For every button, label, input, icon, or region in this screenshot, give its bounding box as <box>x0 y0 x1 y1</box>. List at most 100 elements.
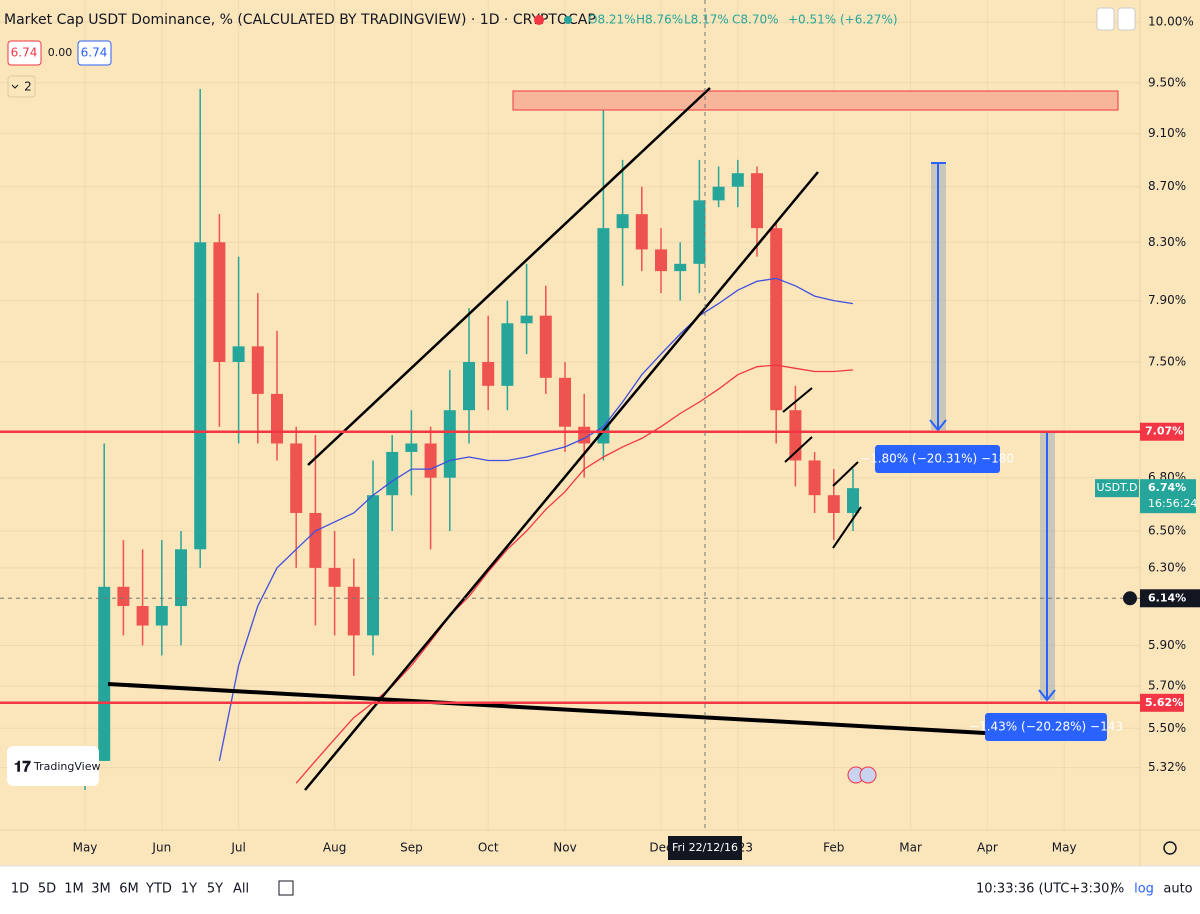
candle-body <box>98 586 111 761</box>
candle-body <box>789 410 802 461</box>
countdown: 16:56:24 <box>1148 497 1197 510</box>
bottom-toolbar <box>0 866 1200 914</box>
candle-body <box>808 460 821 496</box>
buy-price[interactable]: 6.74 <box>81 46 108 60</box>
channel-line <box>782 387 813 413</box>
candle-body <box>501 323 514 386</box>
x-tick-label: Mar <box>899 841 922 855</box>
toolbar-button[interactable] <box>1096 7 1115 31</box>
crosshair-price: 6.14% <box>1148 591 1186 604</box>
x-tick-label: Feb <box>823 841 844 855</box>
x-tick-label: Sep <box>400 841 423 855</box>
range-button[interactable]: YTD <box>145 882 172 897</box>
buy-button[interactable] <box>77 40 112 66</box>
indicator-toggle[interactable] <box>7 75 36 98</box>
candle-body <box>405 443 418 452</box>
x-tick-label: Nov <box>553 841 576 855</box>
candle-body <box>347 586 360 636</box>
candle-body <box>463 361 475 411</box>
measure-label <box>875 445 1000 473</box>
symbol-badge <box>1095 479 1139 498</box>
range-button[interactable]: 1M <box>64 882 84 897</box>
spread: 0.00 <box>48 46 73 59</box>
crosshair-plus[interactable] <box>1123 591 1137 606</box>
sell-button[interactable] <box>7 40 42 66</box>
ohlc-low: L8.17% <box>684 13 729 27</box>
range-button[interactable]: 3M <box>91 882 111 897</box>
grid: 10.00%9.50%9.10%8.70%8.30%7.90%7.50%6.80… <box>0 0 1194 855</box>
level-label: 5.62% <box>1145 696 1183 709</box>
candle-body <box>367 495 379 636</box>
candle-body <box>309 512 322 568</box>
trend-line <box>307 87 711 466</box>
candle-body <box>655 249 667 272</box>
range-button[interactable]: 5Y <box>207 882 223 897</box>
range-button[interactable]: 6M <box>119 882 139 897</box>
y-tick-label: 8.70% <box>1148 179 1186 193</box>
x-tick-label: Jul <box>230 841 245 855</box>
overlay: 7.07% 5.62% 6.14% Fri 22/12/16 USDT.D 6.74% 16… <box>0 0 1200 860</box>
candle-body <box>175 549 187 607</box>
symbol-title: Market Cap USDT Dominance, % (CALCULATED… <box>4 12 596 28</box>
x-tick-label: Apr <box>977 841 998 855</box>
candle-body <box>616 214 629 229</box>
range-button[interactable]: 5D <box>38 882 56 897</box>
y-tick-label: 8.30% <box>1148 235 1186 249</box>
sell-price[interactable]: 6.74 <box>11 46 38 60</box>
logo-box[interactable] <box>7 746 99 786</box>
scale-option[interactable]: % <box>1112 882 1124 897</box>
event-icon[interactable] <box>859 766 877 784</box>
candle-body <box>635 214 648 250</box>
date-range-icon[interactable] <box>278 880 294 896</box>
chevron <box>11 84 19 89</box>
arrow-head <box>1038 689 1056 702</box>
resistance-zone <box>512 90 1119 111</box>
x-tick-label: Aug <box>323 841 346 855</box>
toolbar-button[interactable] <box>1117 7 1136 31</box>
ohlc-high: H8.76% <box>636 13 683 27</box>
y-tick-label: 6.30% <box>1148 560 1186 574</box>
candle-body <box>232 346 245 362</box>
candle-body <box>674 263 687 272</box>
clock: 10:33:36 (UTC+3:30) <box>976 882 1115 897</box>
candle-body <box>712 186 725 201</box>
candle-body <box>539 315 552 378</box>
indicator-count[interactable]: 2 <box>24 80 32 94</box>
measure-text: −1.43% (−20.28%) −143 <box>969 720 1123 734</box>
scale-option[interactable]: log <box>1134 882 1154 897</box>
candle-body <box>482 361 495 386</box>
logo-text[interactable]: TradingView <box>33 760 100 773</box>
x-tick-label: May <box>73 841 98 855</box>
y-tick-label: 7.90% <box>1148 293 1186 307</box>
candle-body <box>847 488 859 513</box>
candle-body <box>213 242 226 362</box>
level-label: 7.07% <box>1145 425 1183 438</box>
market-status <box>564 16 572 24</box>
candle-body <box>424 443 437 478</box>
candle-body <box>751 173 763 229</box>
candle-body <box>194 242 207 550</box>
scale-option[interactable]: auto <box>1163 882 1192 897</box>
drawings: −1.80% (−20.31%) −180 −1.43% (−20.28%) −… <box>107 87 1123 791</box>
settings-icon[interactable] <box>1163 841 1177 855</box>
range-button[interactable]: 1D <box>11 882 29 897</box>
candle-body <box>770 228 783 411</box>
candle-body <box>155 606 168 626</box>
crosshair-date-badge <box>668 836 742 860</box>
candle-body <box>271 393 283 444</box>
y-tick-label: 5.90% <box>1148 638 1186 652</box>
logo-mark: 𝟏𝟕 <box>14 758 31 776</box>
y-tick-label: 9.10% <box>1148 126 1186 140</box>
candle-body <box>827 495 840 513</box>
ohlc-change: +0.51% (+6.27%) <box>788 13 898 27</box>
candle-body <box>731 173 744 187</box>
candle-body <box>251 346 264 394</box>
y-tick-label: 6.50% <box>1148 523 1186 537</box>
crosshair-badge <box>1140 589 1200 608</box>
channel-line <box>784 436 813 463</box>
range-button[interactable]: 1Y <box>181 882 197 897</box>
candle-body <box>386 451 399 496</box>
range-button[interactable]: All <box>233 882 249 897</box>
